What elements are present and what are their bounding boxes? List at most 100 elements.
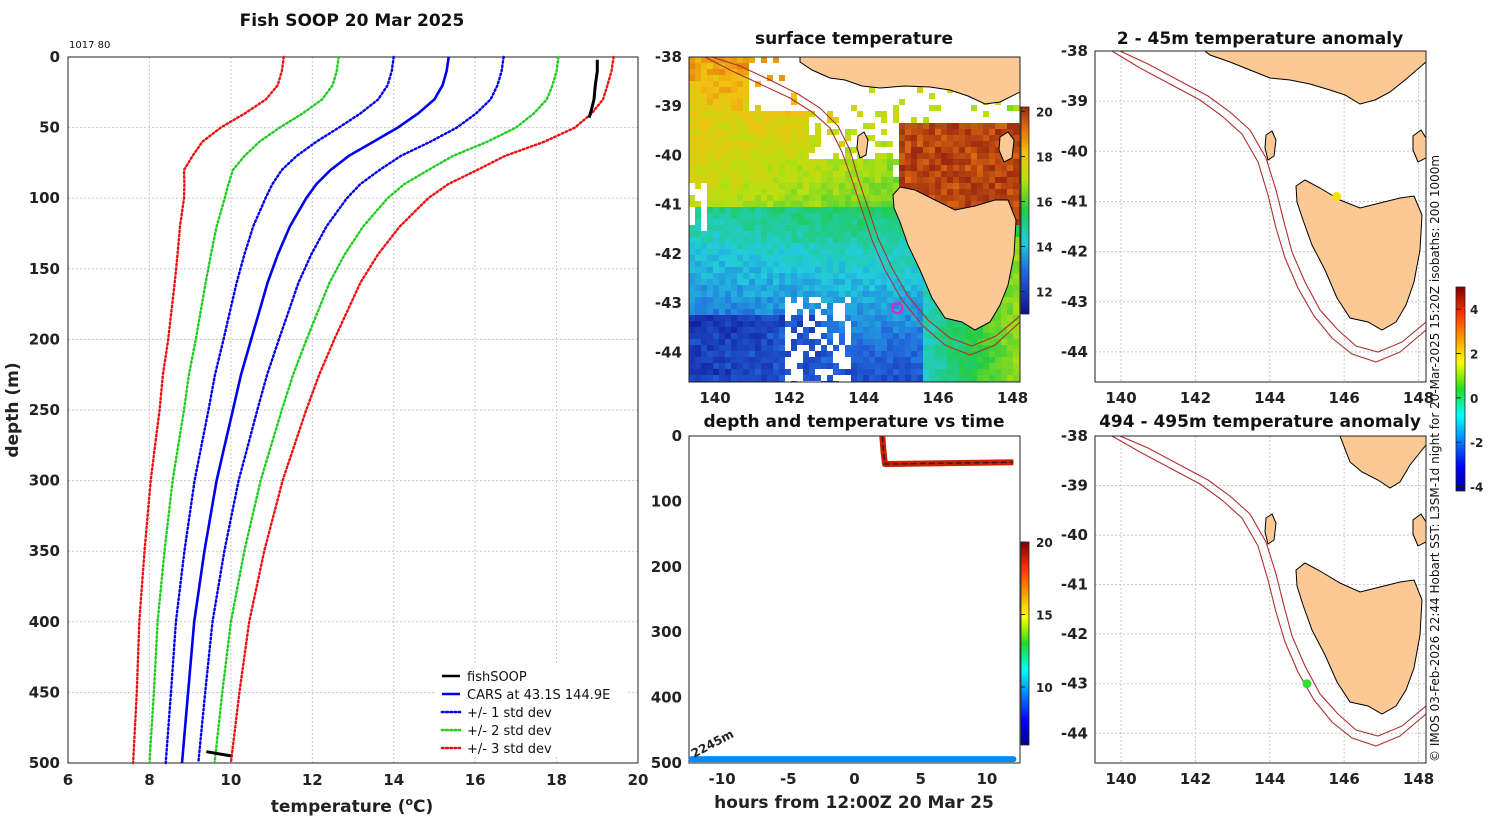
sst-cell: [731, 369, 737, 375]
sst-cell: [749, 327, 755, 333]
sst-cell: [833, 267, 839, 273]
sst-cell: [845, 255, 851, 261]
sst-cell: [767, 159, 773, 165]
sst-cell: [719, 183, 725, 189]
sst-cell: [761, 303, 767, 309]
sst-cell: [767, 201, 773, 207]
sst-cell: [983, 183, 989, 189]
sst-cell: [1013, 189, 1019, 195]
sst-cell: [713, 111, 719, 117]
sst-cell: [983, 351, 989, 357]
sst-cell: [881, 159, 887, 165]
sst-cell: [935, 369, 941, 375]
sst-cell: [953, 147, 959, 153]
sst-cell: [947, 153, 953, 159]
sst-cell: [713, 231, 719, 237]
sst-cell: [1013, 153, 1019, 159]
sst-cell: [995, 327, 1001, 333]
sst-cell: [701, 87, 707, 93]
sst-cell: [995, 315, 1001, 321]
sst-cell: [719, 315, 725, 321]
sst-cell: [887, 207, 893, 213]
sst-cell: [989, 147, 995, 153]
sst-cell: [815, 279, 821, 285]
sst-cell: [941, 165, 947, 171]
sst-cell: [737, 237, 743, 243]
sst-cell: [797, 189, 803, 195]
sst-cell: [851, 261, 857, 267]
profile-x-tick: 20: [628, 771, 649, 789]
sst-cell: [773, 333, 779, 339]
sst-cell: [923, 291, 929, 297]
sst-cell: [731, 159, 737, 165]
sst-cell: [695, 111, 701, 117]
sst-cell: [887, 225, 893, 231]
sst-cell: [743, 351, 749, 357]
sst-cell: [893, 243, 899, 249]
sst-cell: [1001, 297, 1007, 303]
sst-cell: [791, 99, 797, 105]
sst-cell: [767, 369, 773, 375]
sst-cell: [767, 303, 773, 309]
sst-cell: [719, 279, 725, 285]
sst-cell: [737, 225, 743, 231]
sst-cell: [953, 327, 959, 333]
sst-cell: [821, 189, 827, 195]
sst-cell: [851, 231, 857, 237]
sst-cell: [965, 135, 971, 141]
sst-cell: [707, 117, 713, 123]
sst-cell: [977, 183, 983, 189]
sst-cell: [719, 117, 725, 123]
sst-cell: [905, 303, 911, 309]
sst-cell: [725, 123, 731, 129]
sst-cell: [725, 327, 731, 333]
sst-cell: [977, 165, 983, 171]
sst-cell: [695, 135, 701, 141]
sst-cell: [1007, 165, 1013, 171]
sst-cell: [1007, 315, 1013, 321]
sst-cell: [845, 183, 851, 189]
sst-cell: [845, 153, 851, 159]
sst-cell: [695, 345, 701, 351]
sst-cell: [935, 171, 941, 177]
sst-cell: [857, 279, 863, 285]
sst-cell: [857, 165, 863, 171]
sst-cell: [731, 225, 737, 231]
sst-cell: [875, 315, 881, 321]
sst-cell: [917, 285, 923, 291]
sst-cell: [773, 111, 779, 117]
sst-cell: [1007, 183, 1013, 189]
sst-cell: [1007, 195, 1013, 201]
profile-y-tick: 450: [29, 683, 60, 701]
sst-cell: [827, 111, 833, 117]
sst-cell: [857, 243, 863, 249]
sst-cell: [821, 177, 827, 183]
sst-cell: [899, 141, 905, 147]
sst-cell: [815, 207, 821, 213]
sst-cell: [725, 237, 731, 243]
sst-cell: [749, 171, 755, 177]
sst-cell: [713, 357, 719, 363]
sst-cell: [1001, 195, 1007, 201]
sst-cell: [1013, 129, 1019, 135]
sst-cell: [755, 141, 761, 147]
sst-cell: [803, 225, 809, 231]
sst-cell: [953, 171, 959, 177]
sst-cell: [971, 105, 977, 111]
sst-cell: [827, 363, 833, 369]
sst-cell: [785, 291, 791, 297]
sst-cell: [773, 117, 779, 123]
sst-cell: [803, 201, 809, 207]
sst-cell: [755, 213, 761, 219]
sst-cell: [1001, 351, 1007, 357]
sst-cell: [755, 261, 761, 267]
sst-cell: [809, 201, 815, 207]
sst-cell: [821, 285, 827, 291]
sst-cell: [695, 351, 701, 357]
sst-cell: [779, 219, 785, 225]
sst-cell: [917, 369, 923, 375]
sst-cell: [899, 249, 905, 255]
sst-cell: [881, 291, 887, 297]
sst-cell: [971, 357, 977, 363]
sst-cell: [719, 357, 725, 363]
